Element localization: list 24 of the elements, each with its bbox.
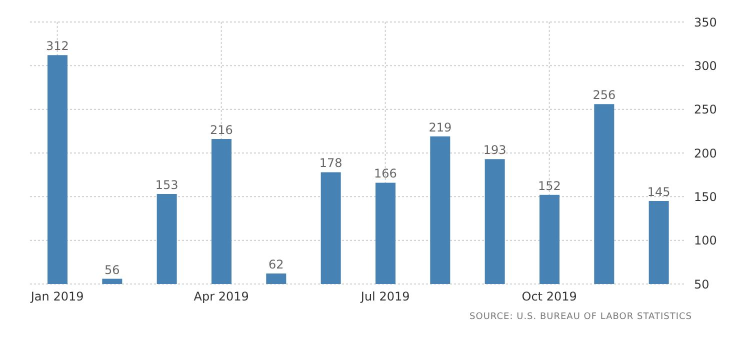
data-label: 62 [268,258,284,272]
y-tick-label: 200 [694,146,717,160]
y-tick-label: 150 [694,190,717,204]
x-tick-label: Oct 2019 [522,290,577,304]
data-label: 152 [538,178,561,193]
data-label: 312 [46,39,69,54]
data-label: 56 [104,262,120,277]
x-tick-label: Jan 2019 [30,290,84,304]
data-label: 193 [483,143,506,158]
source-note: SOURCE: U.S. BUREAU OF LABOR STATISTICS [468,312,693,322]
data-label: 178 [319,156,342,170]
data-label: 166 [374,166,397,181]
data-label: 219 [428,120,452,134]
data-label: 153 [155,178,178,192]
y-tick-label: 350 [694,15,717,30]
x-tick-label: Apr 2019 [194,290,249,304]
data-label: 216 [210,123,233,138]
data-label: 145 [647,185,670,200]
y-tick-label: 50 [694,277,710,292]
y-tick-label: 250 [694,102,717,117]
data-label: 256 [592,88,616,102]
y-tick-label: 100 [694,234,717,248]
y-tick-label: 300 [694,58,717,73]
x-tick-label: Jul 2019 [360,290,410,304]
